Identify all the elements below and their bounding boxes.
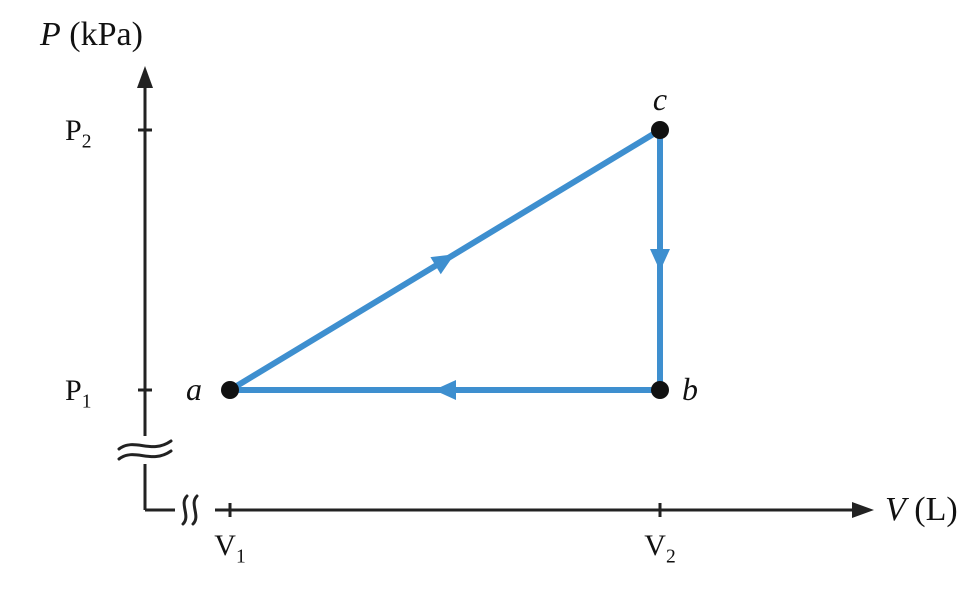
label-P2: P2	[65, 114, 91, 153]
y-axis-arrow	[137, 66, 153, 88]
label-c: c	[653, 81, 667, 117]
label-V2: V2	[644, 529, 675, 568]
x-axis-title: V (L)	[885, 491, 958, 528]
path-arrowhead	[650, 249, 670, 271]
label-V1: V1	[214, 529, 245, 568]
pv-diagram: P (kPa) V (L) P1 P2 V1 V2 a b c	[0, 0, 966, 590]
y-axis-title: P (kPa)	[39, 16, 143, 53]
point-a	[221, 381, 239, 399]
x-axis-break	[175, 496, 215, 524]
point-c	[651, 121, 669, 139]
point-b	[651, 381, 669, 399]
label-a: a	[186, 371, 202, 407]
label-b: b	[682, 371, 698, 407]
path-arrowhead	[434, 380, 456, 400]
x-axis-arrow	[852, 502, 874, 518]
label-P1: P1	[65, 374, 91, 413]
y-axis-break	[115, 436, 175, 464]
